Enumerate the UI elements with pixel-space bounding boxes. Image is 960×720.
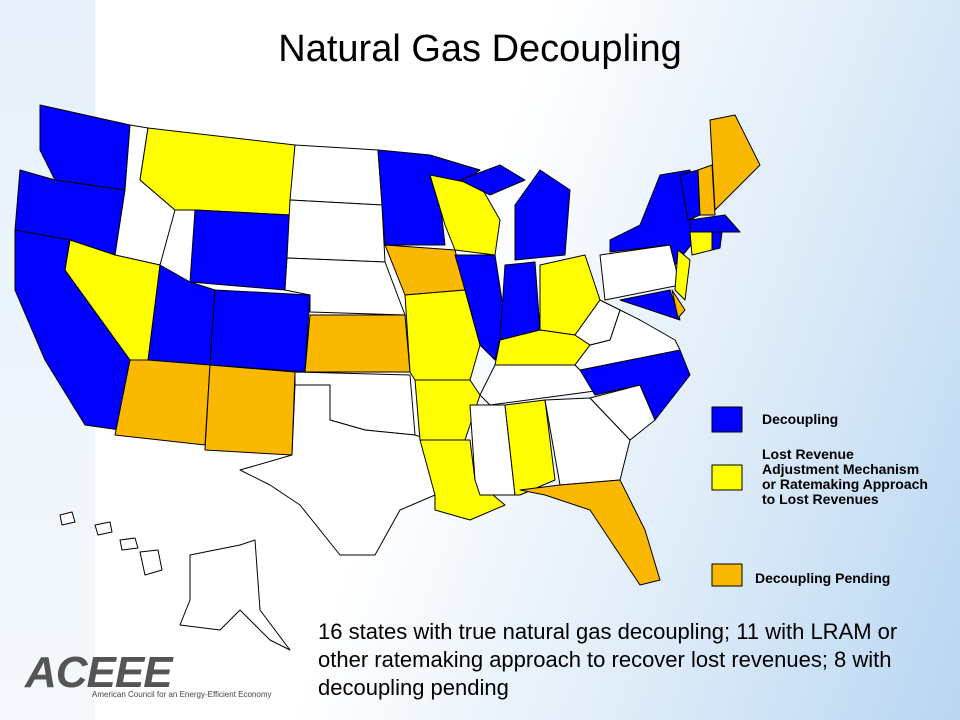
state [286,199,386,263]
legend-swatch [711,406,743,433]
state [239,384,436,556]
state [459,164,526,196]
state [209,289,311,373]
state [289,144,383,206]
hawaii [59,511,76,526]
legend-label: Lost Revenue Adjustment Mechanism or Rat… [762,446,928,507]
hawaii [119,537,139,551]
state [499,261,541,341]
logo: ACEEE [25,648,173,697]
state [454,254,506,361]
state [469,404,516,496]
state [697,164,716,216]
hawaii [139,549,163,576]
alaska [179,539,291,651]
state [519,479,661,586]
legend-swatch [711,464,743,491]
state [689,214,741,233]
legend-swatch [711,563,743,587]
state [384,244,466,296]
state [114,359,211,446]
state [544,397,631,486]
state [39,104,131,191]
state [709,114,761,211]
state [671,289,686,319]
title: Natural Gas Decoupling [278,28,682,70]
state [689,231,713,256]
state [514,169,571,261]
state [574,299,621,346]
state [419,439,506,521]
state [204,364,296,456]
legend-label: Decoupling Pending [755,570,891,586]
logo-subtitle: American Council for an Energy-Efficient… [92,690,272,699]
caption: 16 states with true natural gas decoupli… [318,619,898,700]
state [674,249,691,301]
legend-label: Decoupling [762,411,839,427]
state [284,257,406,316]
state [189,209,291,291]
state [711,231,723,251]
state [619,289,681,321]
hawaii [94,521,113,536]
state [304,314,411,373]
